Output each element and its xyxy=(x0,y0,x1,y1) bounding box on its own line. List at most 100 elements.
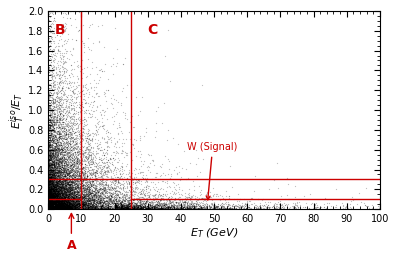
Point xyxy=(46,101,52,105)
Point xyxy=(116,207,122,211)
Point xyxy=(78,102,85,106)
Point xyxy=(59,92,66,96)
Point xyxy=(78,178,84,182)
Point xyxy=(180,200,187,204)
Point xyxy=(51,144,57,148)
Point xyxy=(56,176,63,181)
Point xyxy=(125,206,131,210)
Point xyxy=(88,156,94,161)
Point xyxy=(148,153,154,157)
Point xyxy=(60,195,67,199)
Point xyxy=(49,199,55,204)
Point xyxy=(49,176,55,180)
Point xyxy=(49,202,55,206)
Point xyxy=(50,199,56,204)
Point xyxy=(74,159,80,163)
Point xyxy=(279,203,286,207)
Point xyxy=(50,19,57,23)
Point xyxy=(84,205,90,209)
Point xyxy=(82,138,89,142)
Point xyxy=(53,200,60,204)
Point xyxy=(121,207,128,211)
Point xyxy=(51,194,57,198)
Point xyxy=(49,199,55,203)
Point xyxy=(63,166,69,170)
Point xyxy=(53,137,60,141)
Point xyxy=(46,206,52,211)
Point xyxy=(47,199,53,203)
Point xyxy=(46,184,52,188)
Point xyxy=(59,197,65,201)
Point xyxy=(186,206,192,210)
Point xyxy=(58,206,65,210)
Point xyxy=(50,114,57,119)
Point xyxy=(57,175,63,179)
Point xyxy=(67,205,73,209)
Point xyxy=(53,205,59,209)
Point xyxy=(156,203,162,207)
Point xyxy=(48,118,55,122)
Point xyxy=(70,174,77,178)
Point xyxy=(74,205,80,209)
Point xyxy=(78,202,84,206)
Point xyxy=(47,43,53,47)
Point xyxy=(56,166,62,170)
Point xyxy=(48,187,54,191)
Point xyxy=(93,193,100,197)
Point xyxy=(377,206,383,210)
Point xyxy=(68,204,74,208)
Point xyxy=(174,172,180,176)
Point xyxy=(45,188,51,192)
Point xyxy=(101,196,107,200)
Point xyxy=(61,195,67,199)
Point xyxy=(54,90,61,95)
Point xyxy=(164,202,171,206)
Point xyxy=(51,198,57,202)
Point xyxy=(49,109,55,113)
Point xyxy=(79,152,86,156)
Point xyxy=(62,173,69,177)
Point xyxy=(63,175,69,179)
Point xyxy=(88,173,95,177)
Point xyxy=(61,150,67,154)
Point xyxy=(61,161,67,165)
Point xyxy=(61,69,67,73)
Point xyxy=(261,206,267,210)
Point xyxy=(245,207,251,211)
Point xyxy=(86,147,93,151)
Point xyxy=(103,185,110,189)
Point xyxy=(130,198,137,202)
Point xyxy=(48,186,55,190)
Point xyxy=(50,188,56,192)
Point xyxy=(47,203,53,207)
Point xyxy=(48,204,54,208)
Point xyxy=(70,200,77,204)
Point xyxy=(141,205,148,209)
Point xyxy=(60,196,66,200)
Point xyxy=(53,150,59,155)
Point xyxy=(67,205,74,209)
Point xyxy=(59,189,65,193)
Point xyxy=(112,205,119,209)
Point xyxy=(95,203,101,207)
Point xyxy=(64,177,70,182)
Point xyxy=(62,197,68,201)
Point xyxy=(113,205,120,209)
Point xyxy=(59,188,66,192)
Point xyxy=(48,100,54,105)
Point xyxy=(48,203,54,207)
Point xyxy=(46,198,52,203)
Point xyxy=(78,199,84,203)
Point xyxy=(137,205,143,210)
Point xyxy=(50,202,56,206)
Point xyxy=(53,147,59,151)
Point xyxy=(62,206,68,210)
Point xyxy=(60,192,67,197)
Point xyxy=(49,179,55,183)
Point xyxy=(59,204,65,208)
Point xyxy=(60,206,67,210)
Point xyxy=(58,189,65,193)
Point xyxy=(63,109,70,113)
Point xyxy=(69,196,76,200)
Point xyxy=(196,206,203,210)
